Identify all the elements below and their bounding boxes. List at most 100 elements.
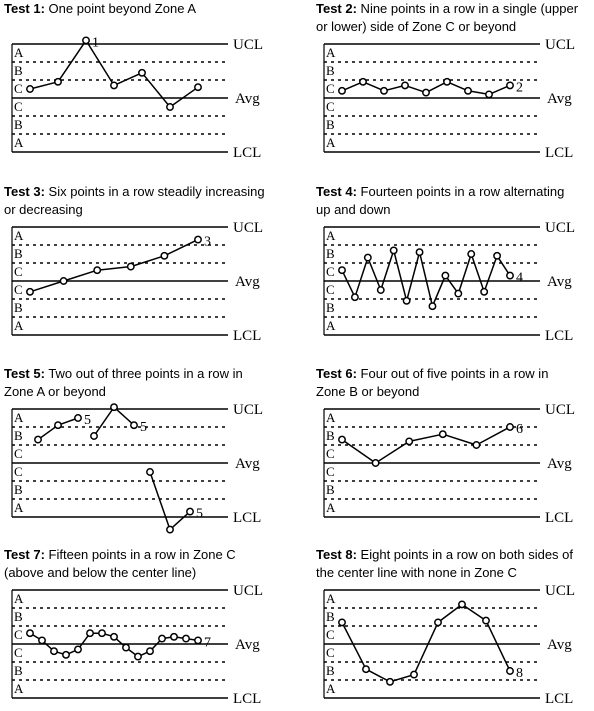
data-point — [410, 670, 418, 679]
lcl-label: LCL — [233, 145, 261, 161]
data-point — [338, 435, 346, 444]
zone-label-a: A — [14, 318, 24, 333]
data-point — [93, 266, 102, 275]
data-point — [362, 665, 370, 674]
data-point — [467, 250, 476, 258]
data-series-line — [341, 249, 511, 307]
zone-label-c: C — [326, 99, 335, 114]
data-point — [405, 437, 414, 446]
panel-title-line: Zone B or beyond — [316, 384, 419, 399]
zone-label-b: B — [326, 63, 335, 78]
data-point — [34, 435, 42, 444]
data-point — [464, 86, 472, 95]
zone-label-b: B — [14, 609, 23, 624]
zone-label-c: C — [326, 282, 335, 297]
panel-title-label: Test 6: — [316, 366, 357, 381]
test-panel-8: Test 8: Eight points in a row on both si… — [316, 547, 575, 707]
zone-label-c: C — [14, 645, 23, 660]
data-point — [90, 432, 98, 440]
data-point — [506, 271, 514, 280]
callout-number: 5 — [84, 413, 91, 428]
panel-title-text: Four out of five points in a row in — [357, 366, 548, 381]
callout-number: 2 — [516, 80, 523, 95]
data-point — [26, 287, 34, 296]
data-series-line — [93, 406, 135, 437]
zone-label-c: C — [326, 645, 335, 660]
data-point — [480, 287, 489, 296]
data-point — [350, 293, 359, 302]
zone-label-c: C — [326, 627, 335, 642]
test-panel-4: Test 4: Fourteen points in a row alterna… — [316, 184, 575, 344]
data-point — [389, 246, 398, 255]
data-point — [194, 235, 202, 244]
zone-label-c: C — [326, 464, 335, 479]
lcl-label: LCL — [545, 145, 573, 161]
panel-title-line: or lower) side of Zone C or beyond — [316, 19, 516, 34]
callout-number: 4 — [516, 271, 523, 286]
zone-label-a: A — [326, 591, 336, 606]
zone-label-b: B — [14, 246, 23, 261]
data-point — [376, 286, 385, 294]
data-point — [74, 414, 82, 422]
panel-title-line: up and down — [316, 202, 390, 217]
data-point — [380, 86, 388, 95]
data-point — [194, 83, 202, 92]
data-point — [110, 403, 118, 412]
callout-number: 3 — [204, 235, 211, 250]
lcl-label: LCL — [233, 691, 261, 707]
data-point — [82, 36, 90, 45]
data-point — [472, 441, 481, 449]
ucl-label: UCL — [233, 220, 263, 236]
test-panel-1: Test 1: One point beyond Zone A UCL Avg LCL… — [4, 1, 263, 161]
test-panel-2: Test 2: Nine points in a row in a single… — [316, 1, 579, 161]
data-point — [338, 618, 346, 627]
zone-label-b: B — [14, 428, 23, 443]
zone-label-b: B — [326, 428, 335, 443]
zone-label-c: C — [326, 446, 335, 461]
data-point — [401, 81, 409, 90]
zone-label-a: A — [326, 318, 336, 333]
data-point — [110, 632, 118, 641]
zone-label-c: C — [14, 464, 23, 479]
avg-label: Avg — [235, 274, 260, 290]
data-point — [441, 271, 450, 280]
data-point — [50, 647, 58, 656]
data-point — [54, 77, 62, 86]
data-point — [506, 81, 514, 90]
panel-title-label: Test 7: — [4, 547, 45, 562]
panel-title: Test 1: One point beyond Zone A — [4, 1, 196, 16]
ucl-label: UCL — [233, 583, 263, 599]
avg-label: Avg — [235, 637, 260, 653]
lcl-label: LCL — [233, 328, 261, 344]
zone-label-b: B — [14, 482, 23, 497]
test-panel-7: Test 7: Fifteen points in a row in Zone … — [4, 547, 263, 707]
panel-title-text: Two out of three points in a row in — [45, 366, 243, 381]
lcl-label: LCL — [545, 328, 573, 344]
zone-label-a: A — [14, 45, 24, 60]
panel-title-text: Fifteen points in a row in Zone C — [45, 547, 236, 562]
zone-label-c: C — [14, 99, 23, 114]
panel-title-label: Test 3: — [4, 184, 45, 199]
data-series-line — [29, 39, 199, 108]
data-series-line — [29, 238, 199, 293]
zone-label-c: C — [14, 282, 23, 297]
data-point — [166, 525, 174, 534]
data-point — [454, 289, 463, 298]
data-point — [130, 421, 138, 430]
zone-label-b: B — [14, 117, 23, 132]
data-point — [402, 296, 411, 305]
data-point — [170, 632, 178, 641]
zone-label-b: B — [326, 609, 335, 624]
test-panel-5: Test 5: Two out of three points in a row… — [4, 366, 263, 534]
data-point — [110, 81, 118, 90]
lcl-label: LCL — [233, 510, 261, 526]
panel-title-text: One point beyond Zone A — [45, 1, 196, 16]
zone-label-a: A — [14, 228, 24, 243]
data-point — [182, 634, 190, 643]
panel-title: Test 4: Fourteen points in a row alterna… — [316, 184, 564, 199]
data-point — [493, 251, 502, 260]
panel-title-label: Test 1: — [4, 1, 45, 16]
zone-label-a: A — [326, 135, 336, 150]
zone-label-a: A — [14, 410, 24, 425]
data-point — [386, 677, 394, 686]
